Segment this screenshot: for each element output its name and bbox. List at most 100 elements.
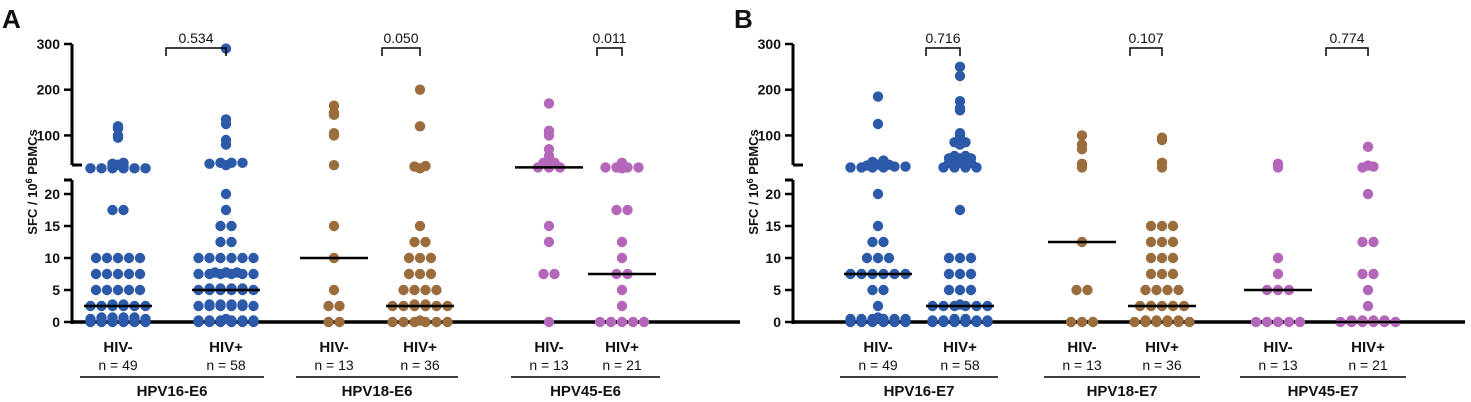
data-point xyxy=(431,316,442,328)
data-point xyxy=(1362,284,1374,296)
data-point xyxy=(1272,252,1284,264)
data-point xyxy=(220,204,232,216)
data-point xyxy=(220,114,232,125)
group-label: HPV18-E6 xyxy=(342,383,413,400)
y-tick-label: 0 xyxy=(773,314,781,330)
n-label: n = 36 xyxy=(400,357,440,373)
data-point xyxy=(878,284,889,296)
data-point xyxy=(1140,315,1151,326)
data-point xyxy=(638,316,650,328)
category-label: HIV- xyxy=(534,339,563,356)
p-value-label: 0.050 xyxy=(383,30,418,46)
data-point xyxy=(220,267,232,278)
category-label: HIV+ xyxy=(943,339,977,356)
data-point xyxy=(237,315,248,326)
data-point xyxy=(622,204,633,216)
y-tick-label: 0 xyxy=(52,314,60,330)
data-point xyxy=(323,300,334,312)
data-point xyxy=(323,316,334,328)
data-point xyxy=(900,313,911,325)
data-point xyxy=(226,283,237,294)
data-point xyxy=(118,312,129,323)
data-point xyxy=(616,236,628,248)
data-point xyxy=(118,157,129,169)
data-point xyxy=(204,299,215,310)
data-point xyxy=(600,162,611,173)
data-point xyxy=(1140,284,1151,296)
data-point xyxy=(1283,316,1295,328)
data-point xyxy=(954,61,966,73)
data-point xyxy=(1272,158,1284,169)
data-point xyxy=(328,220,340,232)
n-label: n = 49 xyxy=(98,357,138,373)
data-point xyxy=(867,156,878,168)
data-point xyxy=(954,70,966,82)
data-point xyxy=(1145,268,1157,280)
data-point xyxy=(543,143,555,155)
data-point xyxy=(90,284,102,296)
data-point xyxy=(1167,220,1179,232)
data-point xyxy=(231,267,243,278)
data-point xyxy=(1167,236,1179,248)
data-point xyxy=(1368,236,1379,248)
data-point xyxy=(193,252,204,264)
data-point xyxy=(949,150,960,162)
data-point xyxy=(1156,220,1168,232)
data-point xyxy=(1167,252,1179,264)
data-point xyxy=(134,268,146,280)
data-point xyxy=(220,188,232,200)
data-point xyxy=(1362,188,1374,200)
data-point xyxy=(420,299,431,310)
data-point xyxy=(398,316,409,328)
n-label: n = 21 xyxy=(602,357,642,373)
data-point xyxy=(949,313,960,325)
data-point xyxy=(1129,316,1140,328)
significance-bracket xyxy=(1325,47,1369,56)
data-point xyxy=(1156,268,1168,280)
category-label: HIV- xyxy=(863,339,892,356)
data-point xyxy=(861,252,873,264)
data-point xyxy=(409,236,420,248)
y-tick-label: 5 xyxy=(52,282,60,298)
data-point xyxy=(971,315,982,326)
data-point xyxy=(220,134,232,146)
data-point xyxy=(1082,284,1093,296)
data-point xyxy=(328,100,340,111)
data-point xyxy=(85,313,96,325)
group-label: HPV45-E7 xyxy=(1288,383,1359,400)
data-point xyxy=(627,316,639,328)
data-point xyxy=(954,127,966,139)
category-label: HIV+ xyxy=(403,339,437,356)
n-label: n = 13 xyxy=(1258,357,1298,373)
data-point xyxy=(954,299,966,310)
group-label: HPV45-E6 xyxy=(550,383,621,400)
p-value-label: 0.534 xyxy=(178,30,213,46)
data-point xyxy=(616,300,628,312)
data-point xyxy=(123,252,135,264)
data-point xyxy=(118,204,129,216)
data-point xyxy=(1076,139,1088,150)
data-point xyxy=(605,316,617,328)
data-point xyxy=(123,284,135,296)
data-point xyxy=(1156,132,1168,143)
data-point xyxy=(1362,300,1374,312)
data-point xyxy=(960,150,971,162)
data-point xyxy=(226,252,237,264)
data-point xyxy=(954,268,966,280)
data-point xyxy=(872,118,884,130)
chart-panel-A: A SFC / 106 PBMCs 0 5 10 15 20 100 200 300 HIV-n =… xyxy=(2,4,740,400)
y-tick-label: 15 xyxy=(765,218,781,234)
category-label: HIV- xyxy=(103,339,132,356)
data-point xyxy=(431,284,442,296)
data-point xyxy=(414,252,426,264)
data-point xyxy=(193,268,204,280)
data-point xyxy=(878,236,889,248)
data-point xyxy=(409,299,420,310)
data-point xyxy=(328,159,340,171)
data-point xyxy=(204,158,215,169)
data-point xyxy=(1261,316,1273,328)
data-point xyxy=(872,300,884,312)
data-point xyxy=(1368,315,1379,326)
data-point xyxy=(90,252,102,264)
